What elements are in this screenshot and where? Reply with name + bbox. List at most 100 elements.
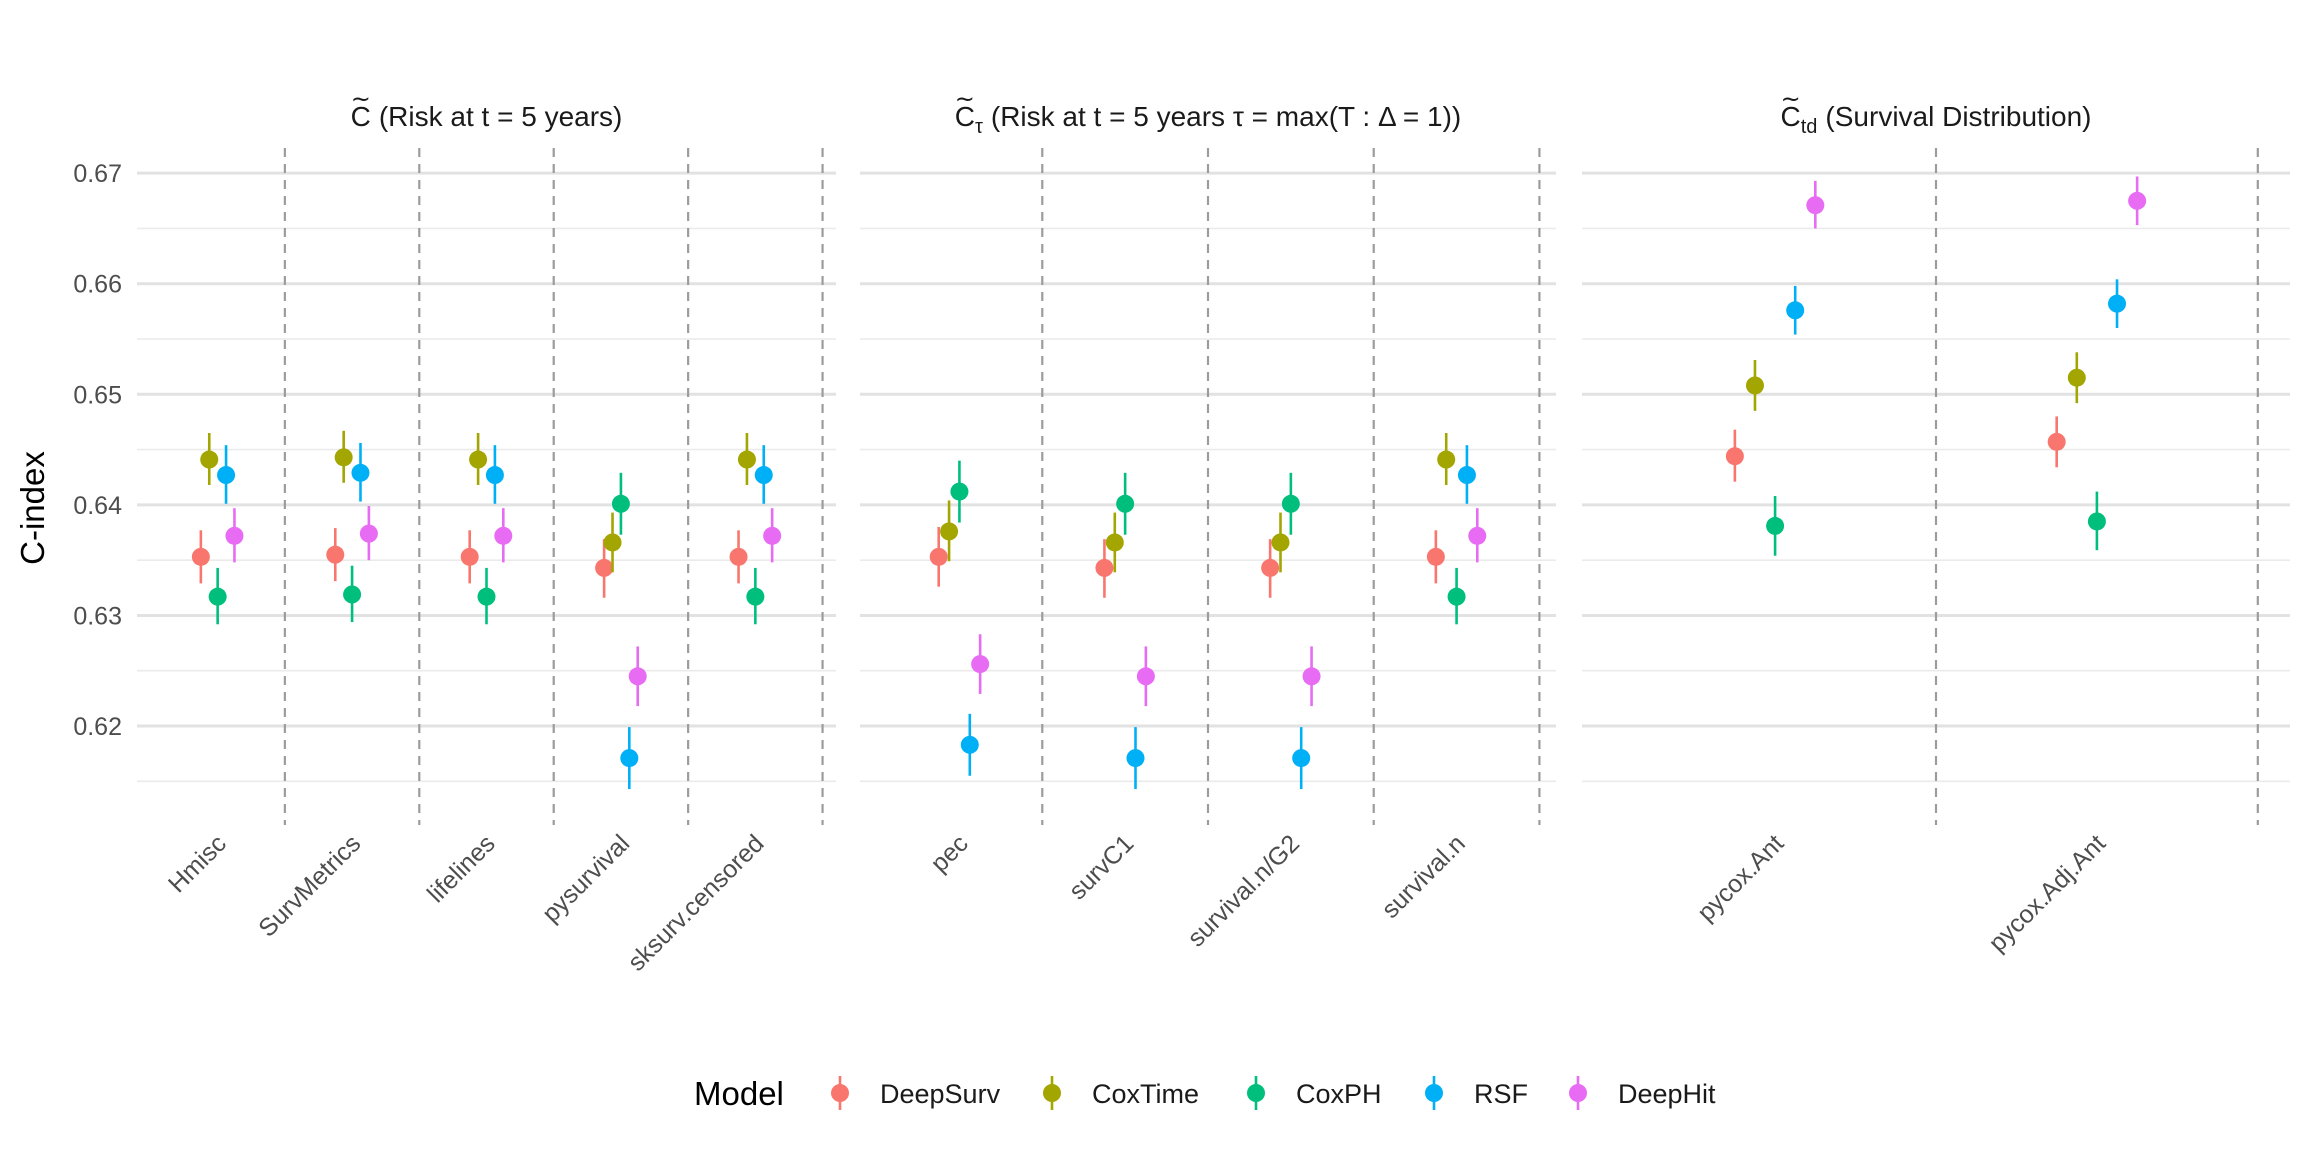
panel-title: Cτ (Risk at t = 5 years τ = max(T : Δ = 1… [955,101,1462,138]
legend-label: CoxTime [1092,1079,1199,1109]
data-point-deepsurv [2047,432,2066,451]
data-point-deepsurv [1725,447,1744,466]
text-layer: 0.62 0.63 0.64 0.65 0.66 0.67 C (Risk at t = 5 … [73,85,2111,977]
y-tick-label: 0.67 [73,160,122,188]
data-point-deephit [2128,191,2147,210]
data-point-coxph [1281,494,1300,513]
data-point-coxph [2087,512,2106,531]
legend-label: DeepSurv [880,1079,1001,1109]
data-point-rsf [485,466,504,485]
y-tick-label: 0.62 [73,713,122,741]
data-point-deephit [1468,526,1487,545]
panel-title-subscript: τ [975,116,983,138]
data-point-coxph [1116,494,1135,513]
data-point-rsf [754,466,773,485]
data-marks [191,176,2147,790]
legend-label: CoxPH [1296,1079,1382,1109]
x-tick-label: pycox.Ant [1692,829,1789,926]
data-point-deepsurv [191,547,210,566]
data-point-coxph [477,587,496,606]
data-point-rsf [1126,749,1145,768]
legend: Model DeepSurv CoxTime CoxPH RSF DeepHit [694,1075,1716,1112]
data-point-deepsurv [1095,558,1114,577]
data-point-deepsurv [929,547,948,566]
legend-title: Model [694,1075,784,1112]
x-tick-label: Hmisc [163,829,232,898]
data-point-coxtime [469,450,488,469]
data-point-coxph [1766,516,1785,535]
data-point-coxtime [1745,376,1764,395]
tilde-accent: ~ [955,85,975,113]
panel-title-symbol: C [351,101,371,132]
tilde-accent: ~ [1781,85,1801,113]
x-tick-label: survival.n [1376,829,1470,923]
data-point-coxtime [334,448,353,467]
legend-label: DeepHit [1618,1079,1716,1109]
tilde-accent: ~ [351,85,371,113]
legend-key-rsf [1425,1084,1443,1102]
data-point-deephit [1136,667,1155,686]
data-point-rsf [2108,294,2127,313]
data-point-rsf [1292,749,1311,768]
data-point-coxtime [1271,533,1290,552]
x-tick-label: SurvMetrics [253,829,366,942]
data-point-rsf [1457,466,1476,485]
data-point-coxph [208,587,227,606]
data-point-coxph [950,482,969,501]
data-point-deepsurv [460,547,479,566]
y-tick-label: 0.66 [73,271,122,299]
legend-key-deepsurv [831,1084,849,1102]
data-point-coxph [1447,587,1466,606]
data-point-rsf [217,466,236,485]
data-point-coxtime [940,522,959,541]
legend-label: RSF [1474,1079,1528,1109]
data-point-deephit [1806,196,1825,215]
data-point-coxph [343,585,362,604]
data-point-rsf [351,463,370,482]
data-point-rsf [1786,301,1805,320]
panel-title-symbol: C [1781,101,1801,132]
y-tick-label: 0.65 [73,381,122,409]
legend-key-coxph [1247,1084,1265,1102]
data-point-deephit [628,667,647,686]
data-point-deepsurv [1426,547,1445,566]
y-axis-title: C-index [14,451,51,565]
data-point-coxtime [1105,533,1124,552]
data-point-coxph [611,494,630,513]
data-point-deephit [763,526,782,545]
panel-title-subscript: td [1801,116,1818,138]
data-point-rsf [620,749,639,768]
category-separators [283,148,2259,825]
data-point-deepsurv [326,545,345,564]
y-tick-label: 0.64 [73,492,122,520]
panel-title: C (Risk at t = 5 years) [351,101,623,132]
panel-title-text: (Survival Distribution) [1825,101,2091,132]
x-tick-label: survival.n/G2 [1182,829,1305,952]
data-point-deephit [494,526,513,545]
data-point-deephit [359,524,378,543]
x-tick-label: pec [925,829,973,877]
data-point-coxtime [200,450,219,469]
x-tick-label: pycox.Adj.Ant [1983,829,2111,957]
legend-key-coxtime [1043,1084,1061,1102]
x-tick-label: survC1 [1064,829,1140,905]
y-tick-label: 0.63 [73,602,122,630]
data-point-deephit [971,655,990,674]
data-point-deepsurv [1261,558,1280,577]
data-point-coxtime [737,450,756,469]
data-point-coxtime [603,533,622,552]
x-tick-label: sksurv.censored [622,829,769,976]
data-point-coxph [746,587,765,606]
x-tick-label: pysurvival [537,829,635,927]
data-point-rsf [960,735,979,754]
data-point-deepsurv [595,558,614,577]
data-point-deepsurv [729,547,748,566]
panel-title-symbol: C [955,101,975,132]
panel-title: Ctd (Survival Distribution) [1781,101,2092,138]
panel-title-text: (Risk at t = 5 years) [379,101,623,132]
x-tick-label: lifelines [422,829,501,908]
panel-title-text: (Risk at t = 5 years τ = max(T : Δ = 1)) [991,101,1461,132]
data-point-coxtime [2067,368,2086,387]
data-point-deephit [1302,667,1321,686]
